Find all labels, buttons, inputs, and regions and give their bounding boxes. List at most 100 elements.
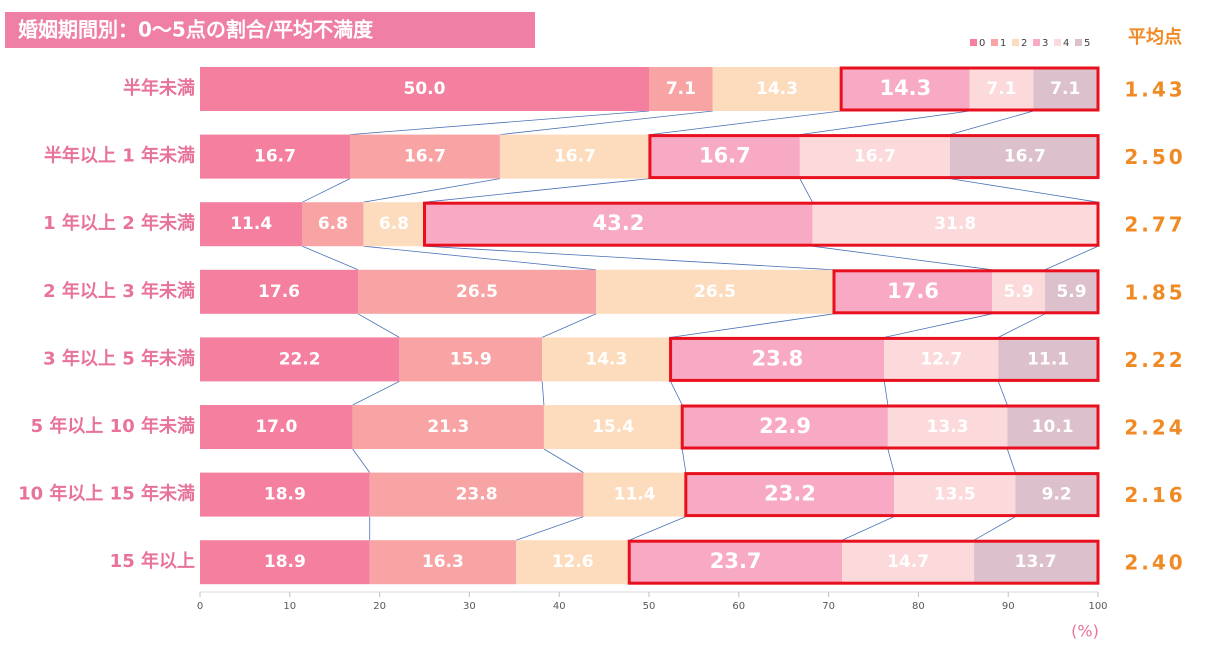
legend-swatch [991, 39, 998, 46]
connector [424, 245, 835, 271]
legend-label: 1 [1000, 38, 1006, 49]
value-label: 16.7 [404, 147, 446, 167]
value-label: 17.6 [258, 282, 300, 302]
value-label: 14.3 [879, 76, 931, 100]
bar-segment [998, 337, 1098, 382]
bar-segment [884, 337, 999, 382]
average-label: 2.40 [1124, 551, 1185, 575]
connector [649, 110, 842, 135]
connector [670, 381, 683, 406]
value-label: 5.9 [1003, 282, 1033, 302]
category-label: 1 年以上 2 年未満 [43, 212, 195, 234]
x-tick-label: 30 [463, 601, 476, 612]
bar-segment [302, 202, 364, 247]
connector [883, 381, 889, 406]
bar-segment [399, 337, 543, 382]
value-label: 23.7 [710, 549, 762, 573]
bar-segment [369, 540, 517, 585]
value-label: 9.2 [1042, 485, 1072, 505]
highlight-box [839, 66, 1100, 112]
bar-segment [712, 67, 842, 111]
value-label: 23.8 [456, 485, 498, 505]
bar-segment [200, 134, 350, 179]
bar-segment [949, 134, 1100, 179]
highlight-box [627, 539, 1100, 585]
bar-segment [424, 202, 813, 247]
value-label: 13.5 [934, 485, 976, 505]
x-tick-label: 70 [822, 601, 835, 612]
value-label: 7.1 [1050, 79, 1080, 99]
value-label: 13.3 [927, 417, 969, 437]
value-label: 13.7 [1015, 552, 1057, 572]
value-label: 11.4 [614, 485, 656, 505]
value-label: 26.5 [694, 282, 736, 302]
bar-segment [542, 337, 671, 382]
value-label: 23.2 [764, 482, 816, 506]
average-label: 2.24 [1124, 416, 1185, 440]
x-tick-label: 20 [373, 601, 386, 612]
connector [543, 448, 584, 473]
value-label: 18.9 [264, 552, 306, 572]
connector [499, 110, 713, 135]
connector [799, 178, 813, 203]
bar-segment [363, 202, 425, 247]
connector [1044, 245, 1099, 271]
legend-swatch [1033, 39, 1040, 46]
bar-segment [499, 134, 650, 179]
value-label: 18.9 [264, 485, 306, 505]
value-label: 16.7 [554, 147, 596, 167]
bar-segment [1007, 405, 1098, 449]
chart-title: 婚姻期間別：0～5点の割合/平均不満度 [18, 18, 374, 42]
bar-segment [833, 269, 993, 314]
connector [424, 178, 650, 203]
value-label: 22.9 [759, 414, 811, 438]
bar-segment [200, 202, 303, 247]
connector [670, 313, 835, 338]
category-label: 2 年以上 3 年未満 [43, 280, 195, 302]
x-tick-label: 0 [197, 601, 203, 612]
bar-segment [649, 134, 800, 179]
value-label: 10.1 [1032, 417, 1074, 437]
x-tick-label: 90 [1002, 601, 1015, 612]
value-label: 14.3 [585, 349, 627, 369]
value-label: 5.9 [1056, 282, 1086, 302]
bar-segment [200, 405, 353, 449]
connector [949, 178, 1099, 203]
bar-segment [842, 540, 975, 585]
x-tick-label: 60 [732, 601, 745, 612]
bar-segment [1015, 472, 1098, 517]
value-label: 26.5 [456, 282, 498, 302]
legend-label: 0 [979, 38, 985, 49]
connector [997, 381, 1008, 406]
x-unit: (%) [1071, 622, 1099, 641]
bar-segment [685, 472, 895, 517]
value-label: 14.7 [887, 552, 929, 572]
bar-segment [894, 472, 1016, 517]
legend-label: 5 [1084, 38, 1090, 49]
value-label: 14.3 [756, 79, 798, 99]
value-label: 6.8 [379, 214, 409, 234]
value-label: 17.0 [255, 417, 297, 437]
value-label: 23.8 [751, 346, 803, 370]
x-tick-label: 80 [912, 601, 925, 612]
bar-segment [799, 134, 950, 179]
legend-swatch [1054, 39, 1061, 46]
average-label: 2.16 [1124, 483, 1185, 507]
value-label: 16.7 [1004, 147, 1046, 167]
category-label: 半年以上 1 年未満 [44, 145, 195, 167]
value-label: 15.9 [450, 349, 492, 369]
bar-segment [352, 405, 544, 449]
bar-segment [974, 540, 1098, 585]
connector [302, 245, 359, 271]
connector [629, 516, 686, 541]
value-label: 12.6 [552, 552, 594, 572]
highlight-box [832, 269, 1100, 315]
value-label: 16.3 [422, 552, 464, 572]
connector [884, 313, 993, 338]
bar-segment [369, 472, 584, 517]
value-label: 15.4 [592, 417, 634, 437]
connector [363, 245, 597, 271]
bar-segment [992, 269, 1046, 314]
bar-segment [670, 337, 885, 382]
bar-segment [969, 67, 1034, 111]
